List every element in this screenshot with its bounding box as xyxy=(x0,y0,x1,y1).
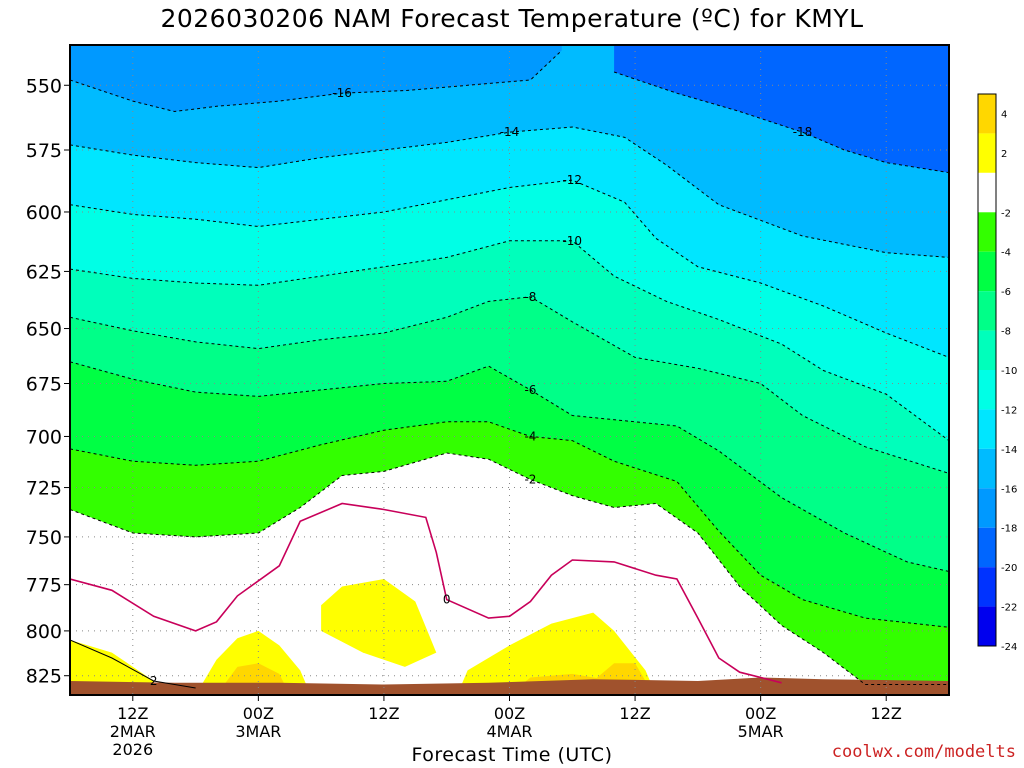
isotherm-line xyxy=(70,639,196,689)
warm-pocket xyxy=(321,579,437,667)
x-tick-label: 00Z xyxy=(243,704,274,723)
isotherm-label: -14 xyxy=(500,125,520,139)
chart-title: 2026030206 NAM Forecast Temperature (ºC)… xyxy=(160,4,864,33)
isotherm-label: 2 xyxy=(150,674,158,688)
colorbar: 4 2 -2 -4 -6 -8 -10 -12 -14 -16 -18 -20 -22 -24 xyxy=(977,93,1017,653)
x-tick-label: 2026 xyxy=(112,740,153,759)
isotherm-label: -6 xyxy=(524,383,536,397)
ground-surface xyxy=(70,677,949,695)
isotherm-label: -18 xyxy=(793,125,813,139)
colorbar-label: -8 xyxy=(1001,327,1011,338)
isotherm-label: -8 xyxy=(524,290,536,304)
isotherm-label: -10 xyxy=(562,234,582,248)
y-tick-label: 800 xyxy=(26,621,62,643)
y-tick-label: 650 xyxy=(26,319,62,341)
colorbar-label: -22 xyxy=(1001,603,1017,614)
y-tick-label: 775 xyxy=(26,575,62,597)
y-tick-label: 625 xyxy=(26,261,62,283)
colorbar-label: -24 xyxy=(1001,642,1017,653)
colorbar-swatch xyxy=(978,370,996,410)
grid-layer xyxy=(70,45,949,695)
colorbar-swatch xyxy=(978,133,996,173)
x-tick-label: 12Z xyxy=(368,704,399,723)
isotherm-label: -2 xyxy=(524,472,536,486)
y-tick-label: 600 xyxy=(26,202,62,224)
isotherm-line xyxy=(70,179,949,358)
y-tick-label: 575 xyxy=(26,140,62,162)
x-tick-label: 5MAR xyxy=(738,722,784,741)
colorbar-label: -10 xyxy=(1001,366,1017,377)
colorbar-swatch xyxy=(978,567,996,607)
colorbar-swatch xyxy=(978,448,996,489)
colorbar-label: -14 xyxy=(1001,445,1017,456)
x-axis-label: Forecast Time (UTC) xyxy=(411,744,613,766)
colorbar-swatch xyxy=(978,409,996,449)
colorbar-swatch xyxy=(978,606,996,646)
colorbar-swatch xyxy=(978,291,996,331)
colorbar-frame xyxy=(977,93,997,647)
colorbar-swatch xyxy=(978,94,996,134)
credit-text: coolwx.com/modelts xyxy=(831,742,1016,762)
y-axis: 550 575 600 625 650 675 700 725 750 775 800 825 xyxy=(26,75,70,688)
x-tick-label: 3MAR xyxy=(235,722,281,741)
warm-pocket xyxy=(593,663,646,681)
isotherm-line xyxy=(70,421,949,628)
colorbar-label: -12 xyxy=(1001,405,1017,416)
x-tick-label: 12Z xyxy=(117,704,148,723)
x-tick-label: 00Z xyxy=(745,704,776,723)
colorbar-label: -2 xyxy=(1001,208,1011,219)
isotherm-line xyxy=(70,296,949,474)
x-tick-label: 12Z xyxy=(871,704,902,723)
y-tick-label: 725 xyxy=(26,478,62,500)
y-tick-label: 550 xyxy=(26,75,62,97)
isotherm-line xyxy=(70,452,949,685)
isotherm-line xyxy=(613,71,949,174)
isotherm-label: -16 xyxy=(332,86,352,100)
colorbar-label: 2 xyxy=(1001,149,1007,160)
y-tick-label: 675 xyxy=(26,373,62,395)
colorbar-label: -16 xyxy=(1001,484,1017,495)
isotherm-label: -4 xyxy=(524,429,536,443)
y-tick-label: 700 xyxy=(26,426,62,448)
isotherm-label: -12 xyxy=(562,173,582,187)
x-tick-label: 4MAR xyxy=(486,722,532,741)
isotherm-label: 0 xyxy=(443,593,451,607)
y-tick-label: 825 xyxy=(26,666,62,688)
isotherm-line xyxy=(70,502,782,684)
x-tick-label: 2MAR xyxy=(110,722,156,741)
colorbar-label: -18 xyxy=(1001,524,1017,535)
y-tick-label: 750 xyxy=(26,527,62,549)
colorbar-swatch xyxy=(978,212,996,252)
isotherm-line xyxy=(70,240,949,442)
colorbar-label: -20 xyxy=(1001,563,1017,574)
warm-pocket xyxy=(195,630,311,695)
colorbar-swatch xyxy=(978,527,996,568)
colorbar-label: -4 xyxy=(1001,248,1011,259)
colorbar-swatch xyxy=(978,488,996,528)
colorbar-label: 4 xyxy=(1001,110,1007,121)
x-tick-label: 12Z xyxy=(619,704,650,723)
temperature-band xyxy=(70,45,562,112)
temperature-band xyxy=(614,45,949,173)
colorbar-swatch xyxy=(978,330,996,370)
x-tick-label: 00Z xyxy=(494,704,525,723)
colorbar-label: -6 xyxy=(1001,287,1011,298)
colorbar-swatch xyxy=(978,172,996,213)
colorbar-swatch xyxy=(978,251,996,292)
temperature-fill-layer xyxy=(70,45,949,695)
isotherm-layer: -18 -16 -14 -12 -10 -8 -6 -4 -2 0 2 xyxy=(70,50,949,689)
isotherm-line xyxy=(70,50,563,113)
